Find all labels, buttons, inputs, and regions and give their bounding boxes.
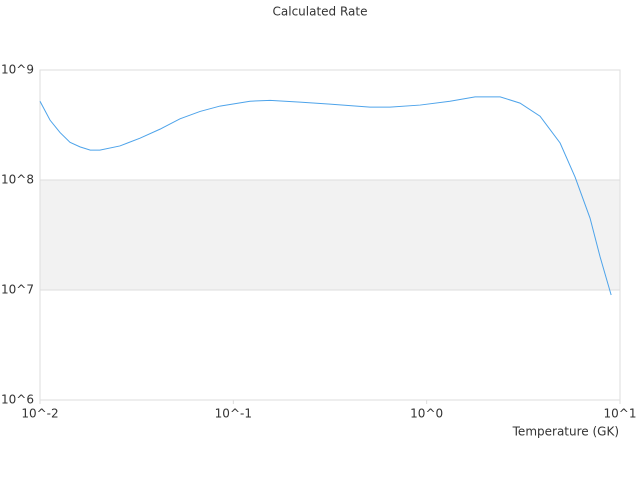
y-tick-label: 10^6 (1, 393, 34, 407)
x-axis-label: Temperature (GK) (512, 425, 619, 439)
data-line (39, 96, 612, 296)
chart-title: Calculated Rate (273, 5, 368, 19)
plot-frame (39, 69, 621, 401)
x-tick-label: 10^-1 (215, 407, 252, 421)
x-tick-label: 10^0 (410, 407, 443, 421)
x-tick-label: 10^-2 (21, 407, 58, 421)
y-tick-label: 10^8 (1, 173, 34, 187)
y-tick-label: 10^9 (1, 63, 34, 77)
grid-band (40, 180, 620, 290)
x-tick-label: 10^1 (604, 407, 637, 421)
y-tick-label: 10^7 (1, 283, 34, 297)
